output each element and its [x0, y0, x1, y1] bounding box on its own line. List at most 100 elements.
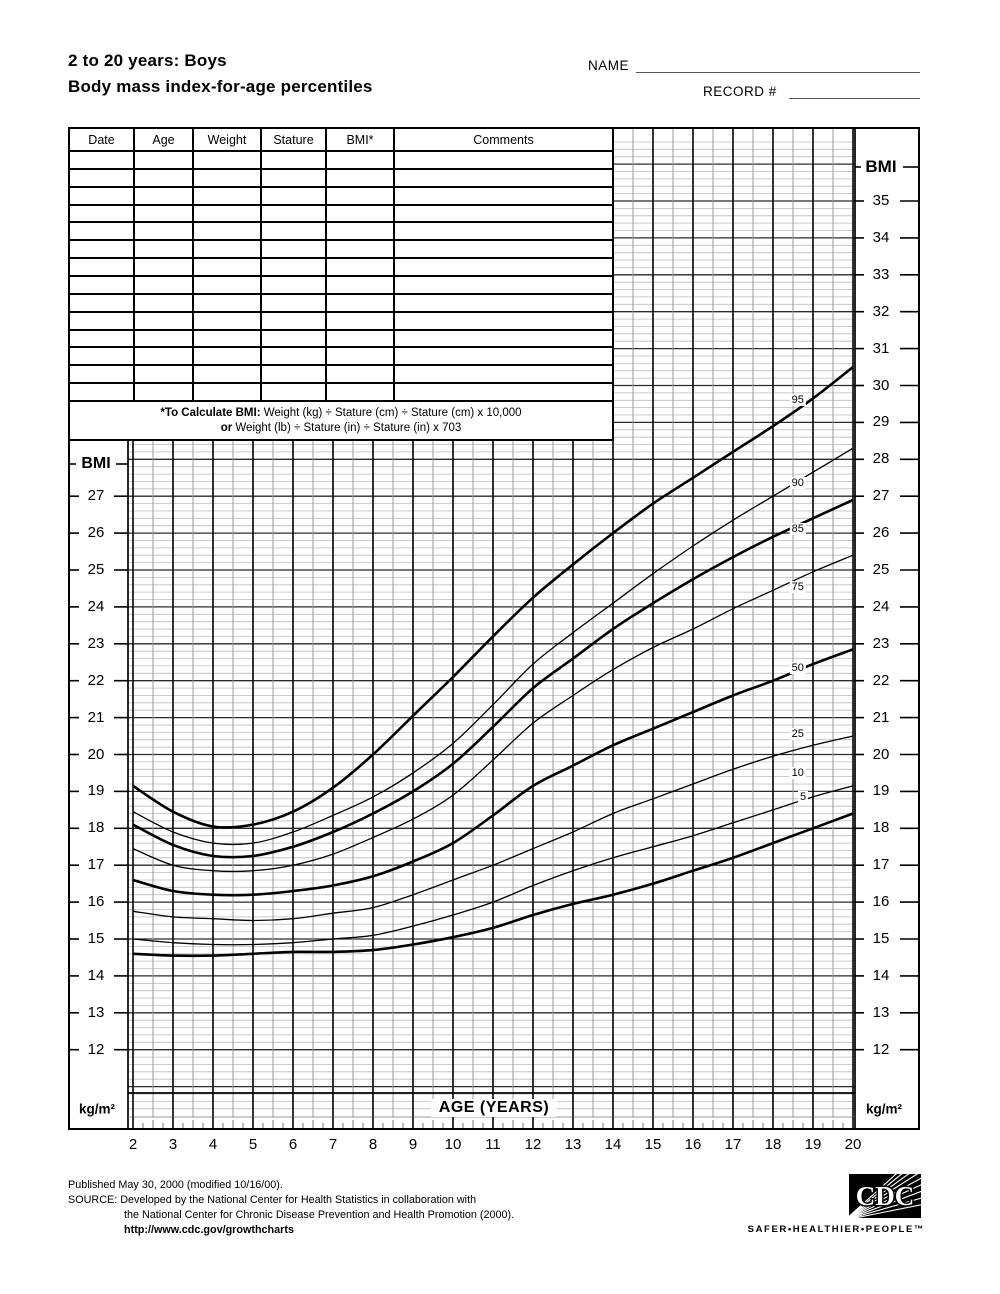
- table-empty-cell: [194, 348, 260, 365]
- y-axis-tick-left-16: 16: [79, 893, 113, 912]
- x-axis-tick-16: 16: [684, 1136, 702, 1153]
- x-axis-tick-4: 4: [208, 1136, 218, 1153]
- table-empty-cell: [194, 223, 260, 240]
- name-fill-line: [636, 72, 920, 73]
- percentile-label-5: 5: [797, 790, 809, 803]
- table-header-comments: Comments: [395, 129, 612, 150]
- table-empty-cell: [135, 276, 192, 293]
- table-empty-cell: [70, 169, 133, 186]
- page-title: 2 to 20 years: Boys Body mass index-for-…: [68, 48, 373, 100]
- table-empty-cell: [135, 312, 192, 329]
- y-axis-tick-right-19: 19: [864, 782, 898, 801]
- x-axis-tick-19: 19: [804, 1136, 822, 1153]
- y-axis-tick-left-21: 21: [79, 708, 113, 727]
- table-empty-cell: [70, 312, 133, 329]
- title-line-1: 2 to 20 years: Boys: [68, 51, 227, 70]
- y-axis-tick-right-26: 26: [864, 524, 898, 543]
- table-empty-cell: [194, 187, 260, 204]
- table-empty-cell: [262, 241, 325, 258]
- table-empty-cell: [327, 152, 393, 168]
- table-empty-cell: [135, 384, 192, 400]
- table-empty-cell: [194, 169, 260, 186]
- percentile-label-50: 50: [789, 661, 806, 674]
- table-empty-cell: [194, 294, 260, 311]
- percentile-curve-85: [132, 498, 854, 859]
- y-axis-tick-right-16: 16: [864, 893, 898, 912]
- y-axis-tick-right-35: 35: [864, 192, 898, 210]
- table-empty-cell: [262, 294, 325, 311]
- table-empty-cell: [262, 152, 325, 168]
- x-axis-tick-5: 5: [248, 1136, 258, 1153]
- table-empty-cell: [194, 384, 260, 400]
- name-label: NAME: [588, 58, 630, 73]
- chart-plot-area: Date Age Weight Stature BMI* Comments *To Cal…: [68, 127, 918, 1128]
- unit-label-right: kg/m²: [863, 1101, 905, 1117]
- table-empty-cell: [194, 366, 260, 383]
- y-axis-tick-right-12: 12: [864, 1040, 898, 1059]
- table-empty-cell: [327, 384, 393, 400]
- cdc-logo-letters: CDC: [856, 1181, 915, 1211]
- table-empty-cell: [135, 294, 192, 311]
- x-axis-tick-17: 17: [724, 1136, 742, 1153]
- x-axis-quarter-ticks: [132, 1117, 854, 1128]
- table-empty-cell: [135, 330, 192, 347]
- y-axis-tick-right-27: 27: [864, 487, 898, 506]
- percentile-curve-75: [132, 554, 854, 873]
- cdc-logo: CDC: [844, 1147, 926, 1223]
- table-empty-cell: [70, 276, 133, 293]
- table-empty-cell: [194, 312, 260, 329]
- bmi-percentile-chart: [70, 129, 918, 1133]
- x-axis-tick-12: 12: [524, 1136, 542, 1153]
- x-axis-tick-3: 3: [168, 1136, 178, 1153]
- x-axis-tick-6: 6: [288, 1136, 298, 1153]
- table-empty-cell: [395, 384, 612, 400]
- table-empty-cell: [327, 366, 393, 383]
- table-empty-cell: [135, 152, 192, 168]
- percentile-label-90: 90: [789, 477, 806, 490]
- table-empty-cell: [135, 259, 192, 275]
- percentile-label-85: 85: [789, 523, 806, 536]
- table-empty-cell: [262, 223, 325, 240]
- table-empty-cell: [395, 187, 612, 204]
- y-axis-tick-left-17: 17: [79, 856, 113, 875]
- y-axis-tick-left-14: 14: [79, 966, 113, 985]
- table-header-bmi: BMI*: [327, 129, 393, 150]
- y-axis-tick-left-18: 18: [79, 819, 113, 838]
- table-empty-cell: [395, 366, 612, 383]
- table-empty-cell: [135, 348, 192, 365]
- table-empty-cell: [395, 330, 612, 347]
- y-axis-tick-right-28: 28: [864, 450, 898, 469]
- y-axis-tick-left-13: 13: [79, 1003, 113, 1022]
- table-empty-cell: [70, 187, 133, 204]
- y-axis-tick-right-29: 29: [864, 413, 898, 432]
- x-axis-tick-13: 13: [564, 1136, 582, 1153]
- y-axis-tick-right-17: 17: [864, 856, 898, 875]
- percentile-label-75: 75: [789, 580, 806, 593]
- table-empty-cell: [327, 348, 393, 365]
- table-header-weight: Weight: [194, 129, 260, 150]
- y-axis-tick-right-24: 24: [864, 597, 898, 616]
- cdc-logo-graphic: CDC: [844, 1147, 926, 1221]
- y-axis-tick-dashes: [70, 166, 918, 1051]
- table-empty-cell: [327, 259, 393, 275]
- table-empty-cell: [194, 330, 260, 347]
- y-axis-tick-left-22: 22: [79, 671, 113, 690]
- table-empty-cell: [135, 223, 192, 240]
- y-axis-tick-right-22: 22: [864, 671, 898, 690]
- table-empty-cell: [70, 348, 133, 365]
- table-empty-cell: [262, 366, 325, 383]
- percentile-curves: [132, 365, 854, 958]
- percentile-curve-50: [132, 648, 854, 897]
- table-empty-cell: [194, 276, 260, 293]
- table-empty-cell: [395, 152, 612, 168]
- table-empty-cell: [262, 169, 325, 186]
- table-empty-cell: [262, 348, 325, 365]
- bmi-formula-line-1: *To Calculate BMI: Weight (kg) ÷ Stature…: [160, 406, 522, 419]
- table-empty-cell: [194, 241, 260, 258]
- y-axis-tick-left-24: 24: [79, 597, 113, 616]
- percentile-curve-10: [132, 785, 854, 946]
- y-axis-tick-right-32: 32: [864, 302, 898, 321]
- x-axis-title: AGE (YEARS): [430, 1099, 558, 1117]
- chart-outer-box: Date Age Weight Stature BMI* Comments *To Cal…: [68, 127, 920, 1130]
